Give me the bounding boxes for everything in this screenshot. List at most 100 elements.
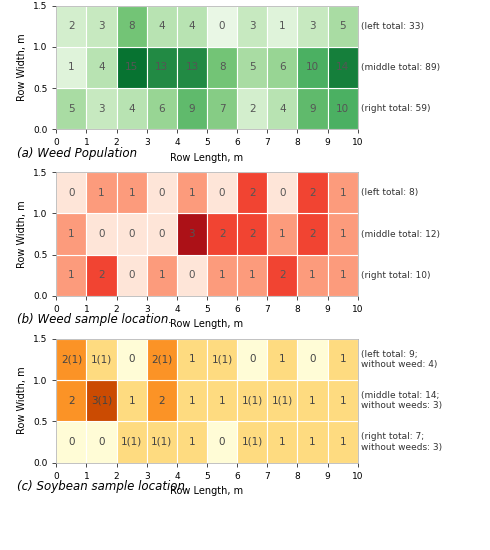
Bar [268,255,297,296]
Bar [327,172,358,213]
Text: 1(1): 1(1) [212,354,233,365]
Bar [117,88,147,129]
Text: 6: 6 [279,62,286,73]
Bar [87,6,117,47]
Text: 2: 2 [249,188,256,198]
Bar [268,339,297,380]
Text: 13: 13 [155,62,169,73]
Bar [147,213,177,255]
Bar [327,47,358,88]
Text: 1: 1 [339,395,346,406]
Bar [117,255,147,296]
Bar [297,380,327,421]
Text: (right total: 10): (right total: 10) [361,271,430,280]
Text: 1: 1 [68,62,75,73]
Text: 3: 3 [249,21,256,31]
Text: 13: 13 [185,62,198,73]
Text: 1(1): 1(1) [151,437,172,447]
Text: 1(1): 1(1) [242,437,263,447]
Text: 1: 1 [158,270,165,280]
Bar [297,339,327,380]
Text: 1: 1 [309,437,316,447]
Bar [207,6,237,47]
Text: 3: 3 [309,21,316,31]
Text: (a) Weed Population: (a) Weed Population [17,147,137,160]
Bar [147,172,177,213]
X-axis label: Row Length, m: Row Length, m [171,153,244,163]
Bar [177,380,207,421]
Bar [207,172,237,213]
Text: 10: 10 [336,103,349,114]
Y-axis label: Row Width, m: Row Width, m [17,34,27,101]
Text: 2(1): 2(1) [61,354,82,365]
Bar [327,255,358,296]
Text: 1: 1 [279,437,286,447]
Text: 2: 2 [219,229,225,239]
Text: 8: 8 [219,62,225,73]
Bar [117,339,147,380]
Text: 1(1): 1(1) [91,354,112,365]
Bar [56,380,87,421]
Bar [56,6,87,47]
Y-axis label: Row Width, m: Row Width, m [17,367,27,434]
Text: 15: 15 [125,62,138,73]
Bar [87,172,117,213]
Bar [327,421,358,463]
Bar [237,88,268,129]
Text: 8: 8 [128,21,135,31]
Text: 2: 2 [68,21,75,31]
Bar [147,339,177,380]
Bar [177,47,207,88]
Text: 4: 4 [158,21,165,31]
Text: 0: 0 [309,354,316,365]
Text: 0: 0 [68,188,74,198]
Text: (left total: 9;
without weed: 4): (left total: 9; without weed: 4) [361,350,437,369]
Text: 0: 0 [219,21,225,31]
Text: 9: 9 [189,103,196,114]
Bar [177,255,207,296]
Bar [87,255,117,296]
Text: 4: 4 [128,103,135,114]
Bar [177,172,207,213]
Text: 5: 5 [249,62,256,73]
Text: (right total: 7;
without weeds: 3): (right total: 7; without weeds: 3) [361,432,442,452]
Text: 14: 14 [336,62,349,73]
Bar [207,421,237,463]
Bar [117,172,147,213]
Bar [56,339,87,380]
Text: 1: 1 [68,270,75,280]
Bar [56,213,87,255]
X-axis label: Row Length, m: Row Length, m [171,486,244,496]
Text: 3(1): 3(1) [91,395,112,406]
Bar [207,255,237,296]
Text: 2: 2 [309,188,316,198]
Text: 1(1): 1(1) [272,395,293,406]
Text: 9: 9 [309,103,316,114]
Bar [87,213,117,255]
Bar [297,6,327,47]
Bar [56,255,87,296]
Bar [268,421,297,463]
Bar [177,421,207,463]
Text: 1: 1 [309,270,316,280]
Text: 5: 5 [68,103,75,114]
Bar [268,88,297,129]
Bar [268,380,297,421]
Bar [207,47,237,88]
Bar [237,255,268,296]
Text: 1: 1 [279,229,286,239]
Bar [237,47,268,88]
Text: (right total: 59): (right total: 59) [361,104,430,113]
Text: 1: 1 [279,21,286,31]
Bar [268,172,297,213]
Text: 1: 1 [339,354,346,365]
Bar [147,421,177,463]
Bar [268,6,297,47]
Text: 1: 1 [189,188,196,198]
Text: 1: 1 [219,270,225,280]
Bar [268,47,297,88]
Text: 4: 4 [189,21,196,31]
Bar [268,213,297,255]
Text: 1: 1 [249,270,256,280]
Text: 3: 3 [98,103,105,114]
